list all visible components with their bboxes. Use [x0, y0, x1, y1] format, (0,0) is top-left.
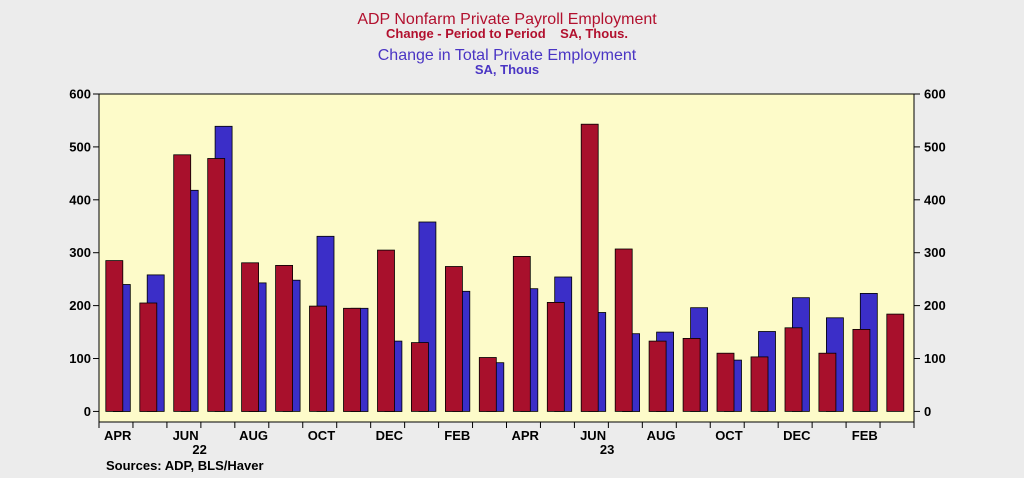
- y-tick-label: 400: [69, 192, 91, 207]
- y-tick-label-right: 300: [924, 245, 946, 260]
- chart-subtitle-secondary: SA, Thous: [475, 62, 539, 77]
- bar-series1: [716, 352, 735, 412]
- bar-series1: [546, 301, 565, 412]
- y-tick-label-right: 600: [924, 87, 946, 102]
- bar-series1: [207, 158, 226, 412]
- x-tick-year-label: 23: [600, 442, 614, 457]
- y-tick-label: 500: [69, 139, 91, 154]
- bar-series1: [818, 352, 837, 412]
- y-tick-label: 300: [69, 245, 91, 260]
- bar-series1: [886, 313, 905, 412]
- x-tick-label: OCT: [715, 428, 743, 443]
- bar-series1: [512, 255, 531, 412]
- bar-series1: [478, 357, 497, 412]
- bar-series1: [614, 248, 633, 412]
- x-tick-label: FEB: [444, 428, 470, 443]
- bar-series1: [105, 260, 124, 412]
- bar-series1: [173, 154, 192, 412]
- bar-series1: [410, 342, 429, 412]
- x-tick-label: AUG: [647, 428, 676, 443]
- bar-series1: [309, 305, 327, 412]
- bar-series1: [343, 307, 361, 412]
- source-note: Sources: ADP, BLS/Haver: [106, 458, 264, 473]
- chart-titles: ADP Nonfarm Private Payroll Employment C…: [357, 11, 657, 77]
- bar-series1: [750, 356, 769, 412]
- x-tick-label: APR: [104, 428, 132, 443]
- x-tick-label: JUN: [580, 428, 606, 443]
- bars: [105, 123, 905, 412]
- bar-series1: [241, 262, 260, 412]
- bar-series1: [648, 340, 667, 412]
- bar-series1: [275, 264, 294, 412]
- x-tick-label: JUN: [173, 428, 199, 443]
- y-tick-label-right: 500: [924, 139, 946, 154]
- y-tick-label-right: 100: [924, 351, 946, 366]
- x-tick-label: DEC: [376, 428, 404, 443]
- y-tick-label: 200: [69, 298, 91, 313]
- chart-subtitle: Change - Period to Period SA, Thous.: [386, 26, 628, 41]
- bar-series1: [377, 249, 395, 412]
- y-tick-label-right: 400: [924, 192, 946, 207]
- bar-series1: [580, 123, 599, 412]
- bar-series1: [852, 328, 871, 412]
- chart-title: ADP Nonfarm Private Payroll Employment: [357, 11, 657, 28]
- x-tick-label: DEC: [783, 428, 811, 443]
- bar-series1: [784, 327, 803, 412]
- x-tick-label: OCT: [308, 428, 336, 443]
- x-tick-label: AUG: [239, 428, 268, 443]
- bar-series1: [139, 302, 158, 412]
- bar-series1: [444, 266, 463, 412]
- plot-area: [98, 93, 915, 423]
- x-tick-year-label: 22: [192, 442, 206, 457]
- y-tick-label: 600: [69, 87, 91, 102]
- y-tick-label: 100: [69, 351, 91, 366]
- chart-title-secondary: Change in Total Private Employment: [378, 47, 637, 64]
- axes: 0 0 100 100 200 200 300 300 400 400 500 500 600 600: [69, 87, 946, 428]
- bar-series1: [682, 337, 701, 412]
- y-tick-label-right: 200: [924, 298, 946, 313]
- y-tick-label-right: 0: [924, 404, 931, 419]
- x-tick-label: APR: [511, 428, 539, 443]
- x-tick-label: FEB: [852, 428, 878, 443]
- y-tick-label: 0: [84, 404, 91, 419]
